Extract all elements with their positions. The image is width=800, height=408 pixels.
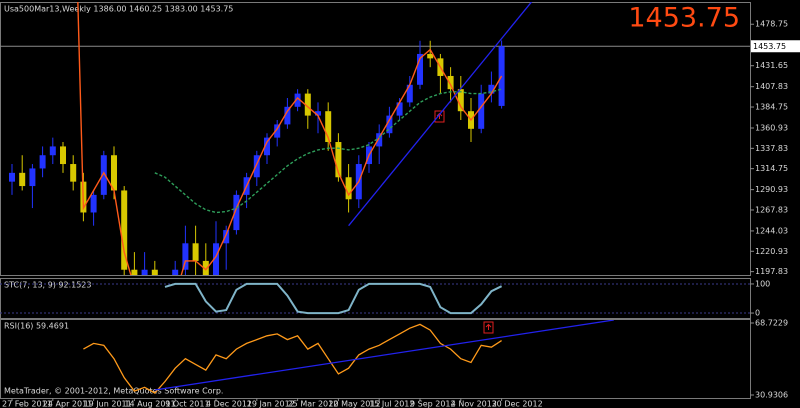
candle-body (417, 53, 423, 85)
x-tick-label: 4 Nov 2012 (451, 400, 497, 408)
candle-body (70, 164, 77, 182)
x-tick-label: 25 Mar 2012 (288, 400, 339, 408)
current-price-big: 1453.75 (628, 3, 740, 34)
candle-body (151, 269, 158, 275)
trend-line (348, 2, 533, 227)
candle-body (192, 243, 199, 261)
x-tick-label: 20 May 2012 (328, 400, 380, 408)
x-tick-label: 27 Feb 2011 (2, 400, 52, 408)
candle-body (49, 146, 56, 156)
y-tick-label: 0 (755, 309, 760, 318)
candle-body (304, 93, 311, 116)
signal-arrow (483, 321, 494, 334)
copyright: MetaTrader, © 2001-2012, MetaQuotes Soft… (4, 387, 223, 396)
y-tick-label: 1314.75 (755, 164, 788, 173)
candle-body (457, 89, 464, 112)
current-price-label: 1453.75 (753, 42, 786, 51)
candle-body (488, 84, 495, 94)
x-tick-label: 14 Aug 2011 (124, 400, 175, 408)
candle-body (396, 102, 403, 116)
y-tick-label: 30.9306 (755, 391, 788, 400)
indicator-line (83, 323, 502, 394)
candle-body (29, 168, 36, 187)
candle-body (39, 155, 46, 169)
candle-body (478, 93, 485, 129)
y-tick-label: 1267.83 (755, 205, 788, 214)
candle-body (427, 53, 434, 59)
x-tick-label: 9 Oct 2011 (165, 400, 209, 408)
candle-body (141, 269, 148, 275)
y-tick-label: 1244.03 (755, 226, 788, 235)
x-tick-label: 30 Dec 2012 (492, 400, 543, 408)
candle-body (376, 133, 383, 147)
candle-body (264, 137, 270, 156)
candle-body (406, 84, 413, 103)
candle-body (172, 269, 179, 275)
candle-body (335, 142, 342, 178)
trend-line (154, 320, 614, 391)
candle-body (90, 194, 97, 213)
plot-area (83, 320, 614, 394)
indicator-line (164, 282, 503, 315)
x-tick-label: 9 Sep 2012 (410, 400, 456, 408)
candle-body (100, 155, 107, 195)
y-tick-label: 1407.83 (755, 82, 788, 91)
main-panel (0, 2, 751, 276)
plot-area (0, 282, 750, 315)
plot-area (0, 2, 750, 275)
y-tick-label: 1384.75 (755, 103, 788, 112)
candle-body (223, 230, 230, 244)
candle-body (386, 115, 393, 134)
stc-panel (0, 278, 751, 319)
candle-body (213, 243, 219, 275)
y-tick-label: 1337.83 (755, 144, 788, 153)
y-tick-label: 1360.93 (755, 123, 788, 132)
candle-body (111, 155, 117, 191)
x-tick-label: 29 Jan 2012 (247, 400, 295, 408)
candle-body (182, 243, 189, 270)
candle-body (121, 190, 128, 270)
candle-body (274, 124, 281, 138)
y-tick-label: 1431.65 (755, 61, 788, 70)
y-tick-label: 68.7229 (755, 319, 788, 328)
current-price-box (751, 40, 800, 53)
candle-body (345, 177, 352, 200)
candle-body (19, 172, 26, 187)
x-tick-label: 24 Apr 2011 (43, 400, 92, 408)
candle-body (315, 111, 321, 116)
y-tick-label: 1478.75 (755, 20, 788, 29)
candle-body (60, 146, 66, 165)
candle-body (233, 194, 240, 231)
y-tick-label: 1220.93 (755, 247, 788, 256)
candle-body (131, 269, 138, 275)
candle-body (253, 155, 260, 178)
x-tick-label: 19 Jun 2011 (84, 400, 132, 408)
indicator-line (154, 88, 502, 214)
indicator-title: STC(7, 13, 9) 92.1523 (4, 281, 91, 290)
y-tick-label: 1197.83 (755, 267, 788, 276)
candle-body (294, 93, 301, 107)
rsi-panel (0, 319, 751, 399)
candle-body (325, 111, 332, 143)
indicator-title: RSI(16) 59.4691 (4, 322, 69, 331)
y-tick-label: 1290.93 (755, 185, 788, 194)
y-tick-label: 100 (755, 279, 770, 288)
x-tick-label: 4 Dec 2011 (206, 400, 252, 408)
x-tick-label: 15 Jul 2012 (369, 400, 414, 408)
candle-body (284, 106, 291, 125)
candle-body (447, 75, 454, 90)
chart-title: Usa500Mar13,Weekly 1386.00 1460.25 1383.… (4, 5, 233, 14)
indicator-line (77, 2, 503, 275)
candle-body (202, 260, 209, 275)
candle-body (9, 172, 15, 182)
